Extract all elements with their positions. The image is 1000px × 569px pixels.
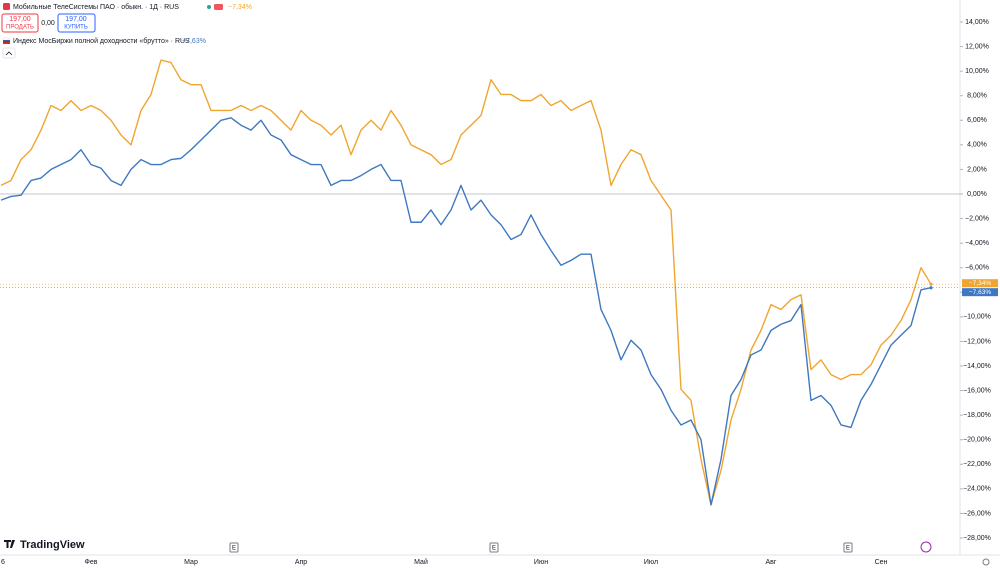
- event-label: E: [232, 546, 236, 552]
- last-point: [929, 286, 933, 290]
- sell-price: 197,00: [9, 16, 31, 23]
- x-tick-label: Май: [414, 558, 428, 566]
- y-tick-label: −12,00%: [963, 338, 991, 345]
- symbol-icon: [3, 3, 10, 10]
- event-marker[interactable]: [489, 542, 499, 553]
- y-tick-label: −18,00%: [963, 412, 991, 419]
- y-tick-label: 10,00%: [965, 68, 989, 75]
- x-tick-label: 6: [1, 559, 5, 566]
- flash-button[interactable]: [920, 541, 932, 553]
- y-tick-label: −20,00%: [963, 437, 991, 444]
- y-tick-label: 12,00%: [965, 43, 989, 50]
- event-marker[interactable]: [229, 542, 239, 553]
- status-icon: [214, 4, 223, 10]
- x-tick-label: Апр: [295, 559, 307, 566]
- event-label: E: [492, 546, 496, 552]
- y-tick-label: −10,00%: [963, 314, 991, 321]
- y-tick-label: 6,00%: [967, 117, 987, 124]
- flag-icon: [3, 38, 10, 44]
- sell-button[interactable]: [1, 13, 39, 33]
- last-value-label: −7,63%: [969, 289, 991, 296]
- collapse-button[interactable]: [2, 47, 16, 59]
- buy-label: КУПИТЬ: [64, 25, 88, 31]
- spread: 0,00: [41, 20, 55, 27]
- collapse-icon: [5, 51, 13, 56]
- x-tick-label: Фев: [85, 559, 98, 566]
- event-label: E: [846, 546, 850, 552]
- y-tick-label: 4,00%: [967, 142, 987, 149]
- y-tick-label: −24,00%: [963, 486, 991, 493]
- status-dot: [207, 5, 211, 9]
- y-tick-label: −4,00%: [965, 240, 989, 247]
- sell-label: ПРОДАТЬ: [6, 25, 34, 31]
- y-tick-label: −28,00%: [963, 535, 991, 542]
- series-line: [0, 117, 932, 506]
- last-point: [929, 282, 933, 286]
- settings-button[interactable]: [982, 558, 990, 566]
- x-tick-label: Сен: [875, 559, 888, 566]
- brand-logo: [4, 540, 15, 548]
- last-value-badge: [962, 288, 998, 297]
- y-tick-label: 14,00%: [965, 19, 989, 26]
- series-name: Индекс МосБиржи полной доходности «брутт…: [13, 37, 190, 45]
- y-tick-label: 8,00%: [967, 93, 987, 100]
- y-tick-label: 0,00%: [967, 191, 987, 198]
- y-tick-label: 2,00%: [967, 166, 987, 173]
- brand: TradingView: [20, 539, 85, 551]
- flag-icon: [3, 42, 10, 44]
- flag-icon: [2, 37, 11, 41]
- last-value-label: −7,34%: [969, 280, 991, 287]
- y-tick-label: −16,00%: [963, 387, 991, 394]
- x-tick-label: Июн: [534, 559, 548, 566]
- series-name: Мобильные ТелеСистемы ПАО · обыкн. · 1Д …: [13, 3, 179, 11]
- event-marker[interactable]: [843, 542, 853, 553]
- y-tick-label: −26,00%: [963, 510, 991, 517]
- y-tick-label: −6,00%: [965, 265, 989, 272]
- series-change: −7,34%: [228, 4, 252, 11]
- buy-price: 197,00: [65, 16, 87, 23]
- y-tick-label: −22,00%: [963, 461, 991, 468]
- x-tick-label: Июл: [644, 559, 658, 566]
- series-change: −7,63%: [182, 38, 206, 45]
- buy-button[interactable]: [57, 13, 96, 33]
- y-tick-label: −14,00%: [963, 363, 991, 370]
- x-tick-label: Авг: [766, 559, 777, 566]
- y-tick-label: −2,00%: [965, 215, 989, 222]
- last-value-badge: [962, 279, 998, 288]
- x-tick-label: Мар: [184, 559, 198, 566]
- series-line: [0, 59, 932, 506]
